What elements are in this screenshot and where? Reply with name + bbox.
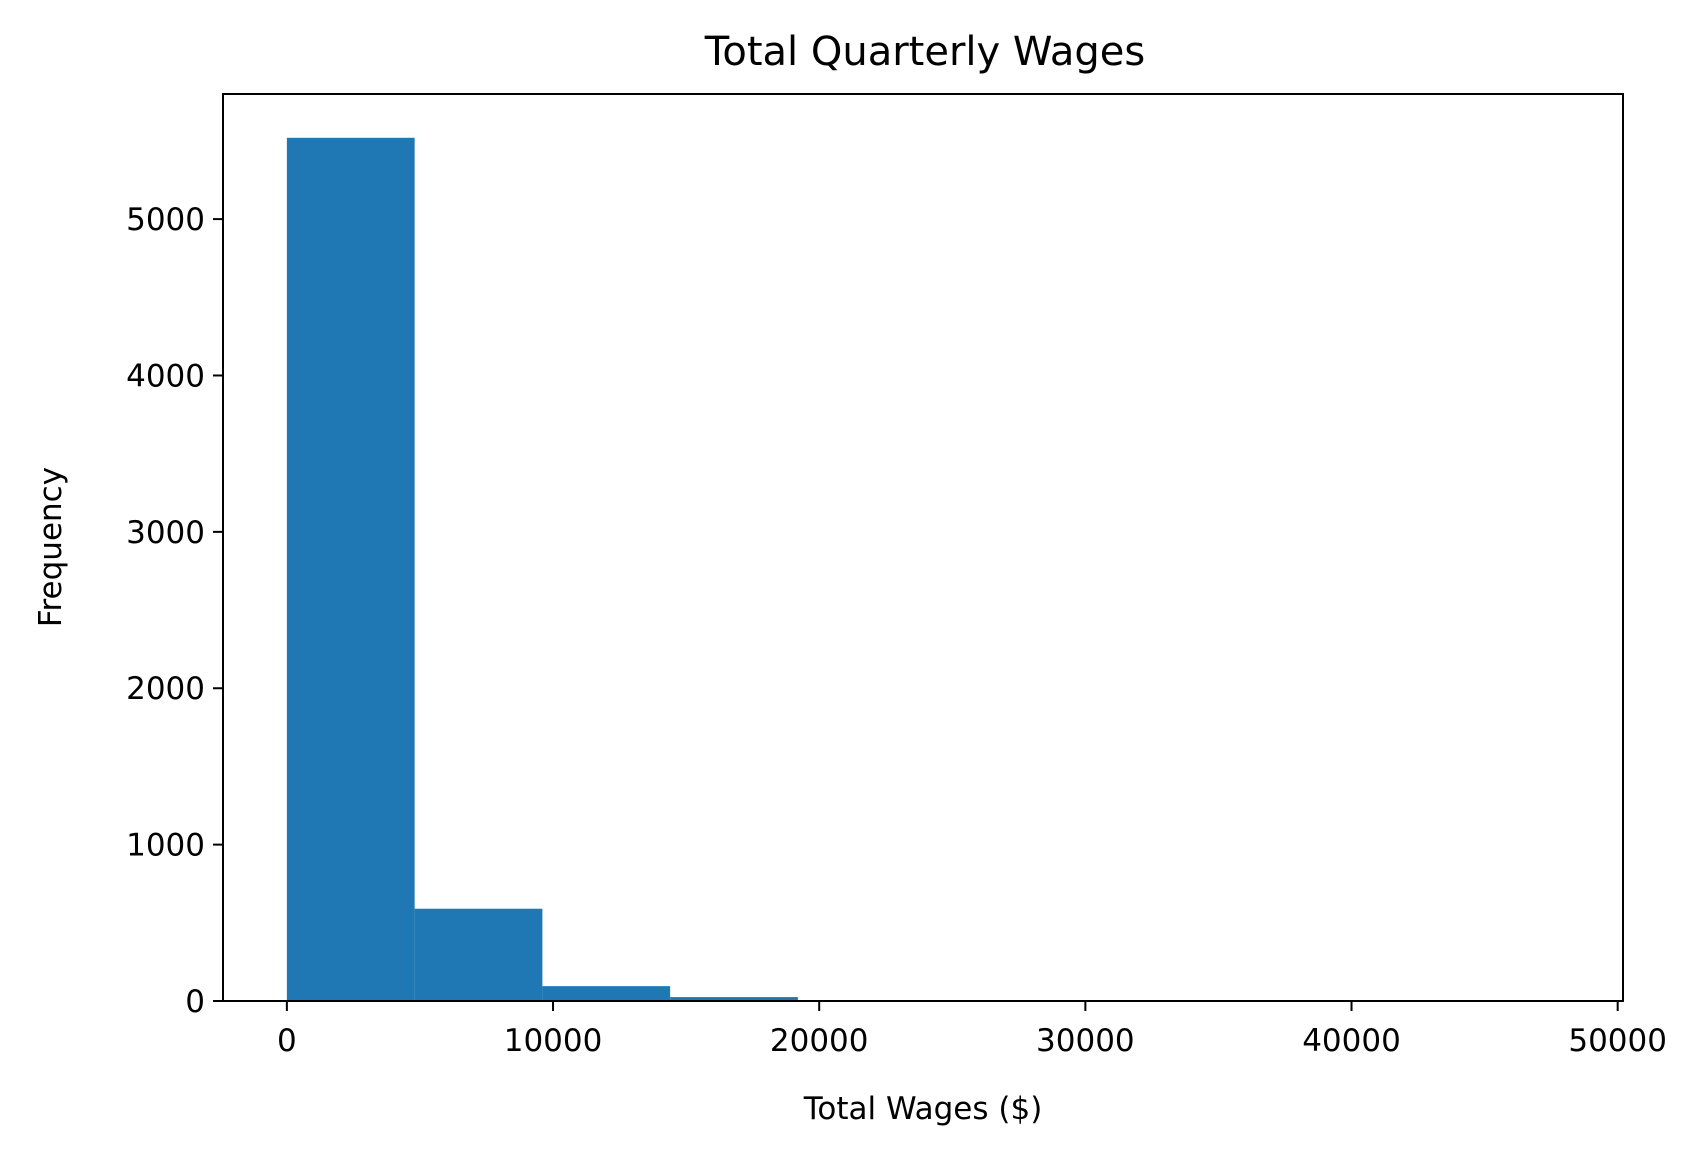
y-axis-label: Frequency bbox=[33, 467, 69, 627]
x-tick-label-0: 0 bbox=[277, 1023, 297, 1059]
y-axis: 0 1000 2000 3000 4000 5000 bbox=[126, 202, 223, 1020]
x-tick-label-1: 10000 bbox=[504, 1023, 603, 1059]
x-axis-label: Total Wages ($) bbox=[803, 1091, 1043, 1127]
x-tick-label-4: 40000 bbox=[1302, 1023, 1401, 1059]
y-tick-label-0: 0 bbox=[185, 984, 205, 1020]
y-tick-label-5: 5000 bbox=[126, 202, 205, 238]
x-tick-label-5: 50000 bbox=[1568, 1023, 1667, 1059]
histogram-bar-1 bbox=[414, 908, 543, 1001]
y-tick-label-2: 2000 bbox=[126, 671, 205, 707]
x-tick-label-2: 20000 bbox=[770, 1023, 869, 1059]
y-tick-label-1: 1000 bbox=[126, 828, 205, 864]
histogram-bar-0 bbox=[286, 137, 415, 1002]
x-tick-label-3: 30000 bbox=[1036, 1023, 1135, 1059]
histogram-bar-3 bbox=[670, 997, 798, 1001]
y-tick-label-3: 3000 bbox=[126, 515, 205, 551]
plot-frame bbox=[222, 93, 1624, 1002]
y-tick-label-4: 4000 bbox=[126, 358, 205, 394]
chart-title: Total Quarterly Wages bbox=[704, 29, 1146, 75]
bars-group bbox=[286, 137, 1565, 1002]
x-axis: 0 10000 20000 30000 40000 50000 bbox=[277, 1001, 1667, 1059]
histogram-bar-2 bbox=[542, 986, 671, 1001]
